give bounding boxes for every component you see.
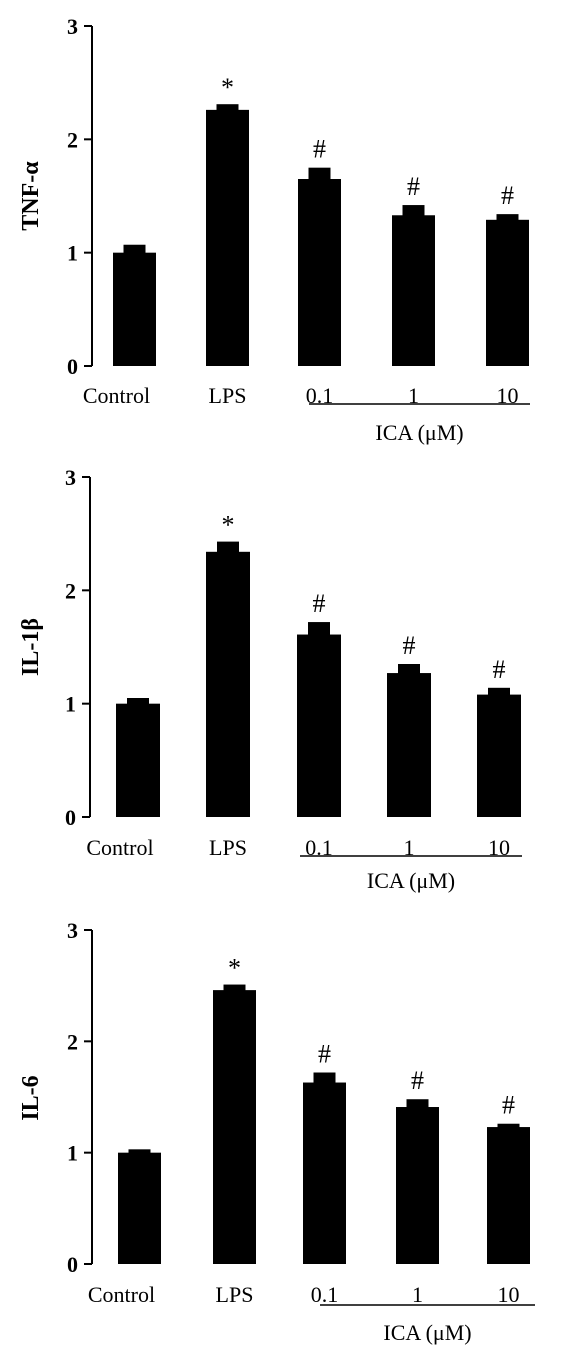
y-tick-label: 3: [67, 918, 78, 943]
error-bar-1: [223, 984, 246, 992]
bar-1: [206, 551, 250, 817]
category-label-1: LPS: [209, 835, 247, 860]
y-tick-label: 0: [67, 354, 78, 379]
category-label-0: Control: [86, 835, 153, 860]
y-tick-label: 2: [67, 1029, 78, 1054]
error-bar-3: [406, 1099, 429, 1109]
y-tick-label: 1: [67, 241, 78, 266]
y-tick-label: 0: [67, 1252, 78, 1277]
significance-marker-2: #: [313, 135, 326, 164]
group-label: ICA (μM): [367, 868, 455, 893]
significance-marker-1: *: [228, 954, 241, 983]
category-label-4: 10: [497, 383, 519, 408]
bar-0: [113, 252, 156, 366]
bar-0: [116, 703, 160, 817]
error-bar-2: [308, 622, 330, 636]
y-tick-label: 3: [67, 14, 78, 39]
category-label-1: LPS: [209, 383, 247, 408]
error-bar-1: [216, 104, 239, 111]
category-label-0: Control: [88, 1282, 155, 1307]
error-bar-3: [398, 664, 420, 675]
category-label-3: 1: [404, 835, 415, 860]
significance-marker-3: #: [403, 631, 416, 660]
significance-marker-2: #: [313, 589, 326, 618]
bar-2: [297, 634, 341, 817]
y-tick-label: 1: [65, 692, 76, 717]
bar-1: [206, 109, 249, 366]
error-bar-4: [496, 214, 519, 221]
y-tick-label: 3: [65, 465, 76, 490]
error-bar-4: [497, 1123, 520, 1129]
bar-3: [392, 215, 435, 366]
significance-marker-1: *: [221, 73, 234, 102]
y-axis-label: IL-6: [18, 1075, 44, 1120]
bar-1: [213, 990, 256, 1264]
y-axis-label: IL-1β: [18, 618, 44, 676]
significance-marker-1: *: [222, 511, 235, 540]
category-label-4: 10: [488, 835, 510, 860]
chart-panel-3: 0 1 2 3 IL-6 Control * LPS #0.1 #1 #10 ICA (μM): [18, 918, 535, 1345]
y-axis-label: TNF-α: [18, 161, 44, 231]
y-tick-label: 2: [67, 127, 78, 152]
category-label-2: 0.1: [311, 1282, 339, 1307]
error-bar-3: [402, 205, 425, 217]
significance-marker-3: #: [407, 172, 420, 201]
bar-4: [487, 1127, 530, 1264]
group-label: ICA (μM): [375, 420, 463, 445]
significance-marker-4: #: [502, 1091, 515, 1120]
category-label-1: LPS: [216, 1282, 254, 1307]
error-bar-1: [217, 541, 239, 553]
bar-3: [387, 673, 431, 817]
y-tick-label: 1: [67, 1141, 78, 1166]
y-tick-label: 0: [65, 805, 76, 830]
category-label-0: Control: [83, 383, 150, 408]
error-bar-0: [127, 698, 149, 705]
significance-marker-2: #: [318, 1040, 331, 1069]
error-bar-4: [488, 687, 510, 696]
error-bar-0: [128, 1149, 151, 1154]
group-label: ICA (μM): [383, 1320, 471, 1345]
error-bar-2: [313, 1072, 336, 1084]
bar-4: [486, 219, 529, 366]
bar-3: [396, 1107, 439, 1264]
y-tick-label: 2: [65, 578, 76, 603]
significance-marker-3: #: [411, 1066, 424, 1095]
category-label-3: 1: [408, 383, 419, 408]
bar-4: [477, 694, 521, 817]
bar-2: [303, 1082, 346, 1264]
significance-marker-4: #: [493, 655, 506, 684]
significance-marker-4: #: [501, 181, 514, 210]
category-label-4: 10: [498, 1282, 520, 1307]
bar-2: [298, 179, 341, 366]
bar-0: [118, 1152, 161, 1264]
error-bar-2: [308, 167, 331, 180]
error-bar-0: [123, 244, 146, 254]
category-label-3: 1: [412, 1282, 423, 1307]
